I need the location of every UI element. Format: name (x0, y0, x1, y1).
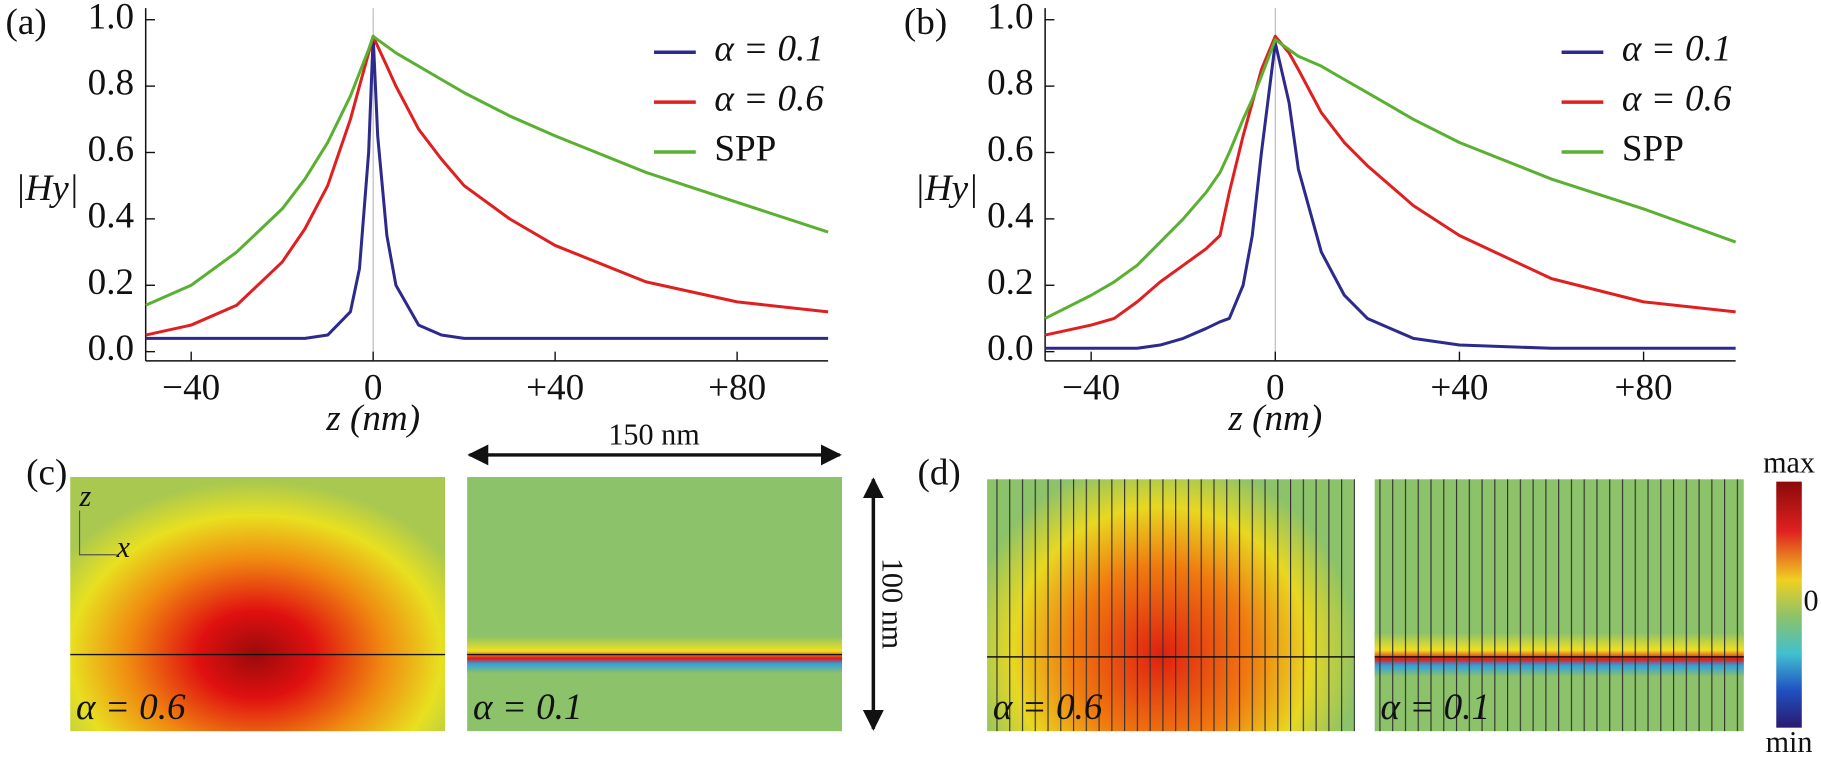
panel-label: (b) (904, 2, 947, 43)
x-tick-label: −40 (162, 368, 220, 409)
x-tick-label: 0 (364, 368, 383, 409)
map-label: α = 0.1 (1381, 687, 1491, 728)
series-line (145, 34, 829, 340)
colorbar (1776, 481, 1802, 728)
series-line (145, 34, 829, 337)
y-axis-label: |Hy| (15, 168, 79, 209)
panel-label: (d) (917, 452, 960, 493)
x-tick-label: +80 (1615, 368, 1673, 409)
panel-label: (a) (6, 2, 47, 43)
grating (1374, 479, 1744, 732)
colorbar-label: min (1766, 725, 1813, 759)
scale-label: 150 nm (608, 417, 699, 451)
series-line (145, 34, 829, 307)
y-tick-label: 1.0 (88, 0, 134, 37)
series-line (1044, 34, 1736, 337)
y-tick-label: 0.4 (88, 195, 134, 236)
legend-label: α = 0.6 (1622, 79, 1732, 120)
panel-label: (c) (26, 452, 67, 493)
scale-label: 100 nm (876, 558, 910, 649)
y-tick-label: 0.0 (987, 328, 1033, 369)
map-label: α = 0.1 (473, 687, 583, 728)
y-tick-label: 0.0 (88, 328, 134, 369)
map-label: α = 0.6 (76, 687, 186, 728)
field-map (467, 476, 843, 732)
x-tick-label: −40 (1062, 368, 1120, 409)
y-tick-label: 0.8 (987, 63, 1033, 104)
y-tick-label: 0.2 (88, 262, 134, 303)
axis-x-label: x (116, 530, 131, 564)
y-tick-label: 0.8 (88, 63, 134, 104)
x-axis-label: z (nm) (325, 398, 420, 439)
map-label: α = 0.6 (993, 687, 1103, 728)
x-tick-label: +80 (708, 368, 766, 409)
colorbar-label: max (1763, 445, 1815, 479)
y-tick-label: 0.6 (88, 129, 134, 170)
x-tick-label: +40 (526, 368, 584, 409)
legend-label: α = 0.6 (714, 79, 824, 120)
legend-label: α = 0.1 (1622, 29, 1732, 70)
series-line (1044, 38, 1737, 320)
legend-label: α = 0.1 (714, 29, 824, 70)
y-tick-label: 0.4 (987, 195, 1033, 236)
x-tick-label: +40 (1430, 368, 1488, 409)
series-line (1045, 41, 1736, 350)
legend-label: SPP (1622, 129, 1684, 170)
x-axis-label: z (nm) (1227, 398, 1322, 439)
y-axis-label: |Hy| (915, 168, 979, 209)
legend-label: SPP (714, 129, 776, 170)
axis-glyph (78, 510, 117, 556)
axis-z-label: z (79, 479, 92, 513)
y-tick-label: 0.2 (987, 262, 1033, 303)
y-tick-label: 1.0 (987, 0, 1033, 37)
grating (987, 479, 1355, 732)
colorbar-label: 0 (1804, 583, 1819, 617)
y-tick-label: 0.6 (987, 129, 1033, 170)
field-map (70, 476, 446, 732)
x-tick-label: 0 (1266, 368, 1285, 409)
